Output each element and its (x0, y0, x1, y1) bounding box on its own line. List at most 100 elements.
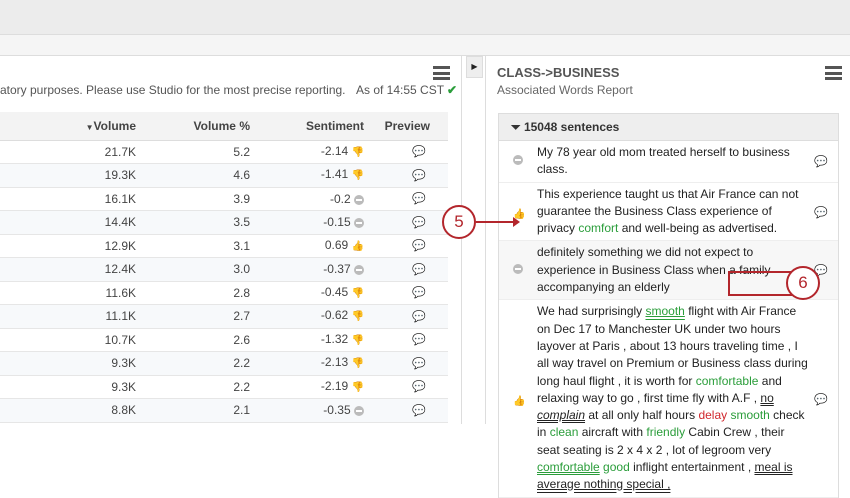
table-row[interactable]: 12.4K 3.0 -0.37 💬 (0, 257, 448, 282)
callout-arrow (476, 217, 520, 227)
preview-icon[interactable]: 💬 (814, 206, 828, 219)
sentence-text: My 78 year old mom treated herself to bu… (537, 145, 790, 177)
sentiment-cell: -1.41 👎 (258, 163, 372, 188)
col-sentiment[interactable]: Sentiment (258, 112, 372, 141)
sentiment-value: -1.41 (320, 167, 349, 182)
highlighted-word: smooth (645, 304, 685, 319)
preview-icon[interactable]: 💬 (412, 193, 426, 206)
volume-cell: 11.6K (0, 281, 144, 305)
thumbs-down-icon: 👎 (351, 287, 364, 299)
panel-subtitle: Associated Words Report (497, 83, 633, 97)
volume-pct-cell: 3.9 (144, 187, 258, 211)
sentence-text: and well-being as advertised. (618, 221, 778, 236)
preview-cell[interactable]: 💬 (372, 187, 448, 211)
table-body: 21.7K 5.2 -2.14 👎 💬 19.3K 4.6 -1.41 👎 💬 16.1K 3.9… (0, 140, 448, 423)
preview-icon[interactable]: 💬 (412, 404, 426, 417)
collapse-panel-button[interactable]: ▶ (466, 56, 483, 78)
sentence-item[interactable]: definitely something we did not expect t… (499, 241, 838, 301)
volume-pct-cell: 2.8 (144, 281, 258, 305)
callout-6: 6 (786, 266, 820, 300)
sentiment-cell: -2.19 👎 (258, 375, 372, 399)
neutral-icon (513, 264, 523, 275)
preview-cell[interactable]: 💬 (372, 328, 448, 352)
preview-icon[interactable]: 💬 (814, 393, 828, 406)
highlighted-word: friendly (646, 425, 686, 440)
preview-icon[interactable]: 💬 (412, 146, 426, 159)
preview-icon[interactable]: 💬 (412, 169, 426, 182)
volume-cell: 12.4K (0, 257, 144, 282)
col-volume[interactable]: ▼Volume (0, 112, 144, 141)
preview-icon[interactable]: 💬 (412, 357, 426, 370)
sentence-text: aircraft with (578, 425, 647, 440)
table-row[interactable]: 9.3K 2.2 -2.19 👎 💬 (0, 375, 448, 399)
preview-icon[interactable]: 💬 (412, 216, 426, 229)
table-row[interactable]: 21.7K 5.2 -2.14 👎 💬 (0, 140, 448, 164)
sentence-item[interactable]: 👍 We had surprisingly smooth flight with … (499, 300, 838, 498)
sentiment-cell: -2.14 👎 (258, 140, 372, 164)
volume-cell: 9.3K (0, 351, 144, 376)
table-row[interactable]: 8.8K 2.1 -0.35 💬 (0, 398, 448, 423)
highlighted-word: comfortable (537, 460, 600, 475)
sentence-item[interactable]: 👍 This experience taught us that Air Fran… (499, 183, 838, 242)
sentence-item[interactable]: My 78 year old mom treated herself to bu… (499, 141, 838, 183)
sentence-text: at all only half hours (585, 408, 699, 423)
table-row[interactable]: 9.3K 2.2 -2.13 👎 💬 (0, 351, 448, 376)
preview-cell[interactable]: 💬 (372, 351, 448, 376)
preview-icon[interactable]: 💬 (814, 156, 828, 169)
callout-5: 5 (442, 205, 476, 239)
preview-icon[interactable]: 💬 (412, 287, 426, 300)
preview-icon[interactable]: 💬 (412, 310, 426, 323)
neutral-icon (354, 265, 364, 276)
highlighted-word: clean (549, 425, 579, 440)
table-row[interactable]: 14.4K 3.5 -0.15 💬 (0, 210, 448, 235)
table-row[interactable]: 16.1K 3.9 -0.2 💬 (0, 187, 448, 211)
volume-cell: 10.7K (0, 328, 144, 352)
preview-cell[interactable]: 💬 (372, 210, 448, 235)
table-row[interactable]: 11.6K 2.8 -0.45 👎 💬 (0, 281, 448, 305)
preview-cell[interactable]: 💬 (372, 234, 448, 258)
volume-cell: 9.3K (0, 375, 144, 399)
table-row[interactable]: 19.3K 4.6 -1.41 👎 💬 (0, 163, 448, 188)
volume-cell: 19.3K (0, 163, 144, 188)
sentiment-value: -2.19 (320, 378, 349, 393)
volume-cell: 21.7K (0, 140, 144, 164)
highlighted-word: smooth (730, 408, 770, 423)
preview-cell[interactable]: 💬 (372, 140, 448, 164)
table-row[interactable]: 10.7K 2.6 -1.32 👎 💬 (0, 328, 448, 352)
preview-cell[interactable]: 💬 (372, 281, 448, 305)
filter-icon[interactable]: ⏷ (511, 120, 521, 134)
preview-icon[interactable]: 💬 (412, 381, 426, 394)
preview-cell[interactable]: 💬 (372, 375, 448, 399)
col-label: Volume (93, 118, 136, 133)
thumbs-down-icon: 👎 (351, 334, 364, 346)
preview-cell[interactable]: 💬 (372, 163, 448, 188)
preview-icon[interactable]: 💬 (412, 240, 426, 253)
sentence-text: We had surprisingly smooth flight with A… (537, 304, 808, 491)
col-preview[interactable]: Preview (372, 112, 448, 141)
preview-cell[interactable]: 💬 (372, 304, 448, 329)
preview-cell[interactable]: 💬 (372, 398, 448, 423)
volume-cell: 14.4K (0, 210, 144, 235)
sort-desc-icon: ▼ (85, 122, 94, 132)
preview-cell[interactable]: 💬 (372, 257, 448, 282)
sentiment-value: -0.2 (329, 191, 351, 206)
sentence-text: This experience taught us that Air Franc… (537, 186, 799, 236)
menu-icon[interactable] (433, 66, 450, 80)
highlighted-word: no (760, 390, 774, 405)
preview-icon[interactable]: 💬 (412, 334, 426, 347)
highlighted-word: delay (698, 408, 728, 423)
volume-pct-cell: 3.0 (144, 257, 258, 282)
menu-icon[interactable] (825, 66, 842, 80)
volume-pct-cell: 5.2 (144, 140, 258, 164)
sentence-text: and relaxing way to go , first time fly … (537, 373, 782, 405)
preview-icon[interactable]: 💬 (412, 263, 426, 276)
sentiment-value: -0.62 (320, 308, 349, 323)
table-row[interactable]: 12.9K 3.1 0.69 👍 💬 (0, 234, 448, 258)
thumbs-down-icon: 👎 (351, 170, 364, 182)
sentence-text: flight with Air France on Dec 17 to Manc… (537, 304, 808, 388)
col-volume-pct[interactable]: Volume % (144, 112, 258, 141)
volume-cell: 11.1K (0, 304, 144, 329)
table-row[interactable]: 11.1K 2.7 -0.62 👎 💬 (0, 304, 448, 329)
sentiment-cell: -0.37 (258, 257, 372, 282)
sentiment-cell: -2.13 👎 (258, 351, 372, 376)
